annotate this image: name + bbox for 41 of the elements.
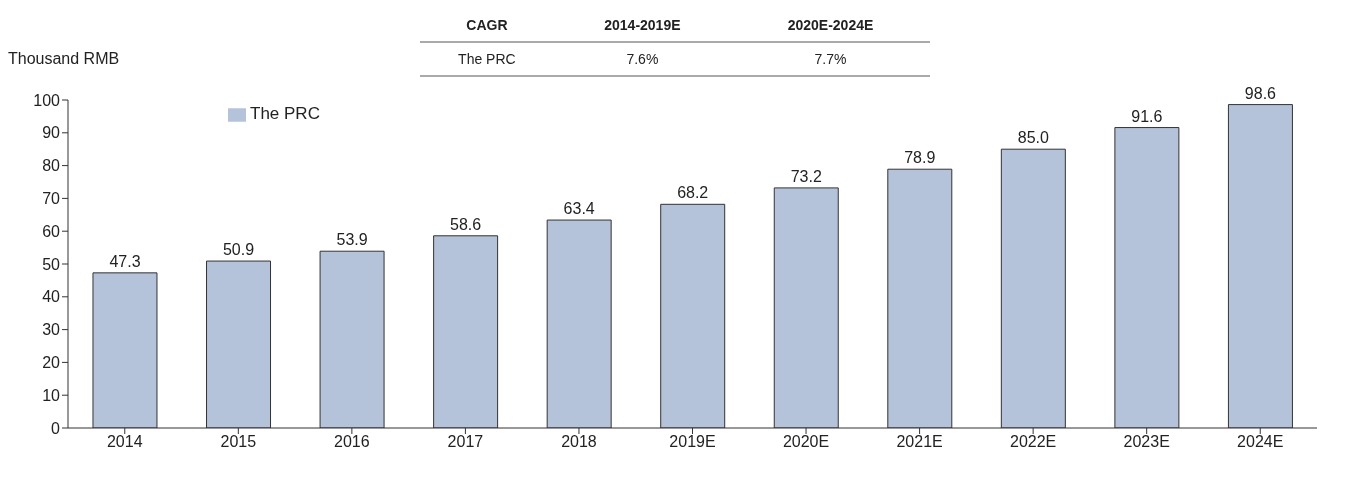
legend-label: The PRC [250,104,320,123]
x-tick-label: 2020E [782,433,830,451]
x-tick-label: 2024E [1237,433,1284,451]
y-tick-label: 50 [42,255,61,273]
x-tick-label: 2016 [334,433,370,451]
text: 7.7% [813,50,848,69]
x-tick-label: 2018 [561,433,597,451]
x-tick-label: 2023E [1123,433,1170,451]
data-label: 50.9 [222,241,255,259]
data-label: 91.6 [1131,107,1163,125]
data-label: 98.6 [1244,84,1277,102]
y-tick-label: 90 [42,124,61,142]
text: 2020E-2024E [786,15,875,35]
y-tick-label: 0 [51,419,61,437]
y-tick-label: 100 [33,91,61,109]
text: The PRC [457,50,517,69]
x-tick-label: 2014 [106,433,143,451]
y-tick-label: 60 [42,222,61,240]
y-tick-label: 70 [42,190,61,208]
y-tick-label: 80 [42,157,61,175]
data-label: 85.0 [1017,129,1050,147]
y-axis-title: Thousand RMB [8,50,120,68]
x-tick-label: 2015 [220,433,257,451]
text: CAGR [465,15,509,35]
text: 7.6% [625,50,660,69]
data-label: 68.2 [677,184,709,202]
y-tick-label: 30 [42,321,61,339]
x-tick-label: 2021E [896,433,943,451]
data-label: 58.6 [450,215,482,233]
text: 2014-2019E [603,15,682,35]
data-label: 63.4 [563,200,595,218]
data-label: 47.3 [109,252,141,270]
data-label: 78.9 [904,149,936,167]
x-tick-label: 2022E [1010,433,1057,451]
data-label: 53.9 [336,231,368,249]
y-tick-label: 10 [42,386,61,404]
x-tick-label: 2017 [447,433,484,451]
y-tick-label: 40 [42,288,61,306]
data-label: 73.2 [790,167,822,185]
x-tick-label: 2019E [669,433,716,451]
y-tick-label: 20 [42,354,61,372]
